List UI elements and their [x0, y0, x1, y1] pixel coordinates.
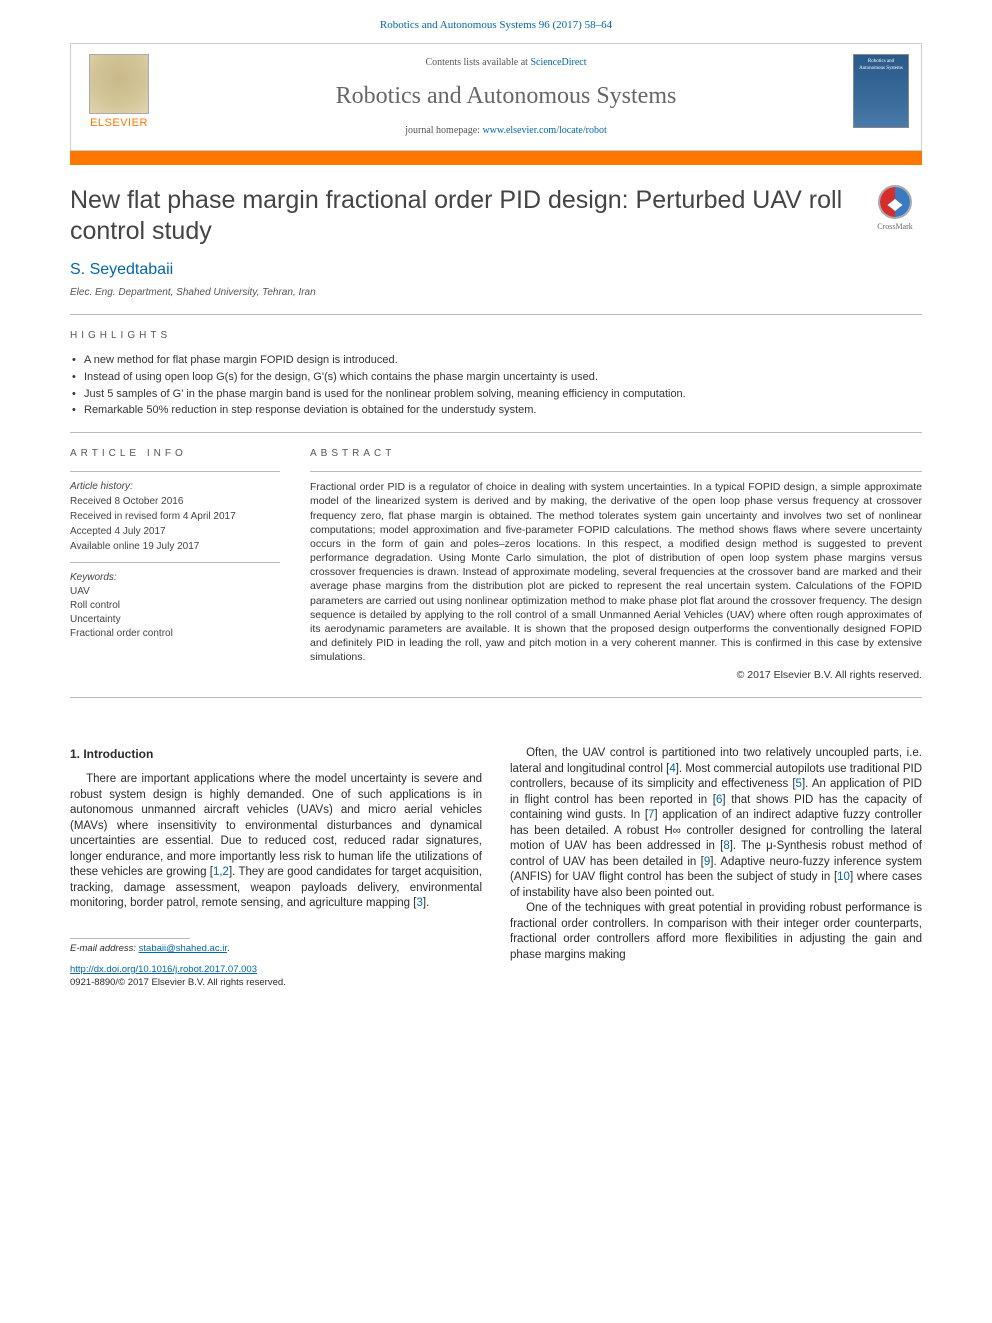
- highlight-item: Instead of using open loop G(s) for the …: [70, 370, 922, 385]
- history-item: Accepted 4 July 2017: [70, 525, 280, 539]
- abstract-text: Fractional order PID is a regulator of c…: [310, 480, 922, 664]
- contents-line: Contents lists available at ScienceDirec…: [191, 56, 821, 70]
- running-head: Robotics and Autonomous Systems 96 (2017…: [0, 0, 992, 43]
- abstract-heading: abstract: [310, 447, 922, 461]
- highlights-list: A new method for flat phase margin FOPID…: [70, 353, 922, 418]
- crossmark-icon: [878, 185, 912, 219]
- publisher-logo: ELSEVIER: [83, 54, 155, 131]
- crossmark-label: CrossMark: [877, 222, 913, 231]
- keyword: Uncertainty: [70, 613, 280, 627]
- history-item: Received in revised form 4 April 2017: [70, 510, 280, 524]
- highlight-item: A new method for flat phase margin FOPID…: [70, 353, 922, 368]
- sciencedirect-link[interactable]: ScienceDirect: [530, 57, 586, 68]
- body-paragraph: Often, the UAV control is partitioned in…: [510, 746, 922, 901]
- footer-block: E-mail address: stabaii@shahed.ac.ir. ht…: [70, 938, 482, 989]
- publisher-wordmark: ELSEVIER: [83, 116, 155, 131]
- keywords-label: Keywords:: [70, 571, 280, 585]
- contents-prefix: Contents lists available at: [425, 57, 530, 68]
- journal-name: Robotics and Autonomous Systems: [191, 80, 821, 114]
- highlights-heading: highlights: [70, 329, 922, 343]
- highlight-item: Just 5 samples of G' in the phase margin…: [70, 387, 922, 402]
- body-paragraph: There are important applications where t…: [70, 772, 482, 912]
- keyword: Fractional order control: [70, 627, 280, 641]
- affiliation: Elec. Eng. Department, Shahed University…: [70, 286, 922, 300]
- elsevier-tree-icon: [89, 54, 149, 114]
- journal-meta-box: ELSEVIER Robotics and Autonomous Systems…: [70, 43, 922, 151]
- abstract-column: abstract Fractional order PID is a regul…: [310, 447, 922, 683]
- email-link[interactable]: stabaii@shahed.ac.ir: [139, 943, 227, 954]
- divider: [70, 314, 922, 315]
- accent-bar: [70, 151, 922, 165]
- doi-link[interactable]: http://dx.doi.org/10.1016/j.robot.2017.0…: [70, 964, 257, 975]
- author-name: S. Seyedtabaii: [70, 259, 922, 281]
- issn-copyright: 0921-8890/© 2017 Elsevier B.V. All right…: [70, 977, 482, 990]
- keyword: Roll control: [70, 599, 280, 613]
- crossmark-badge[interactable]: CrossMark: [868, 185, 922, 232]
- homepage-line: journal homepage: www.elsevier.com/locat…: [191, 124, 821, 138]
- journal-cover-thumb: Robotics and Autonomous Systems: [853, 54, 909, 128]
- section-heading-introduction: 1. Introduction: [70, 746, 482, 762]
- homepage-prefix: journal homepage:: [405, 125, 482, 136]
- body-column-left: 1. Introduction There are important appl…: [70, 746, 482, 989]
- article-info-column: article info Article history: Received 8…: [70, 447, 280, 683]
- body-column-right: Often, the UAV control is partitioned in…: [510, 746, 922, 989]
- body-paragraph: One of the techniques with great potenti…: [510, 901, 922, 963]
- keyword: UAV: [70, 585, 280, 599]
- abstract-copyright: © 2017 Elsevier B.V. All rights reserved…: [310, 668, 922, 683]
- article-info-heading: article info: [70, 447, 280, 461]
- highlight-item: Remarkable 50% reduction in step respons…: [70, 403, 922, 418]
- history-item: Received 8 October 2016: [70, 495, 280, 509]
- history-item: Available online 19 July 2017: [70, 540, 280, 554]
- article-title: New flat phase margin fractional order P…: [70, 185, 854, 248]
- divider: [70, 432, 922, 433]
- divider: [70, 697, 922, 698]
- homepage-link[interactable]: www.elsevier.com/locate/robot: [482, 125, 606, 136]
- email-label: E-mail address:: [70, 943, 139, 954]
- history-label: Article history:: [70, 480, 280, 494]
